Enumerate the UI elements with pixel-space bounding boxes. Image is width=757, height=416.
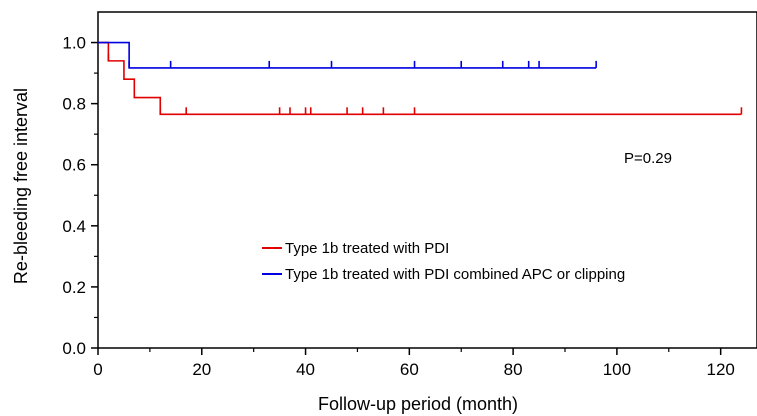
axes: 0 20 40 60 80 100 120 0.0 0.2 0.4 0.6 0.8 1.0: [62, 11, 757, 379]
x-tick-label: 20: [192, 360, 211, 379]
y-tick-label: 0.2: [62, 278, 86, 297]
x-tick-label: 0: [93, 360, 102, 379]
legend-label-pdi: Type 1b treated with PDI: [285, 240, 449, 257]
x-tick-label: 120: [706, 360, 734, 379]
y-tick-label: 0.6: [62, 156, 86, 175]
p-value-annotation: P=0.29: [624, 150, 672, 167]
y-tick-label: 1.0: [62, 34, 86, 53]
y-tick-label: 0.4: [62, 217, 86, 236]
plot-frame: [97, 11, 757, 349]
survival-curve-0: [98, 41, 742, 116]
x-tick-label: 40: [296, 360, 315, 379]
x-axis-label: Follow-up period (month): [318, 394, 518, 414]
y-tick-label: 0.0: [62, 339, 86, 358]
x-tick-label: 80: [504, 360, 523, 379]
legend-label-pdi-apc: Type 1b treated with PDI combined APC or…: [285, 266, 625, 283]
x-tick-label: 60: [400, 360, 419, 379]
survival-curve-1: [98, 41, 597, 69]
legend: Type 1b treated with PDI Type 1b treated…: [262, 240, 625, 283]
y-tick-label: 0.8: [62, 95, 86, 114]
y-axis-label: Re-bleeding free interval: [11, 88, 31, 284]
series-layer: [98, 41, 743, 116]
x-tick-label: 100: [603, 360, 631, 379]
